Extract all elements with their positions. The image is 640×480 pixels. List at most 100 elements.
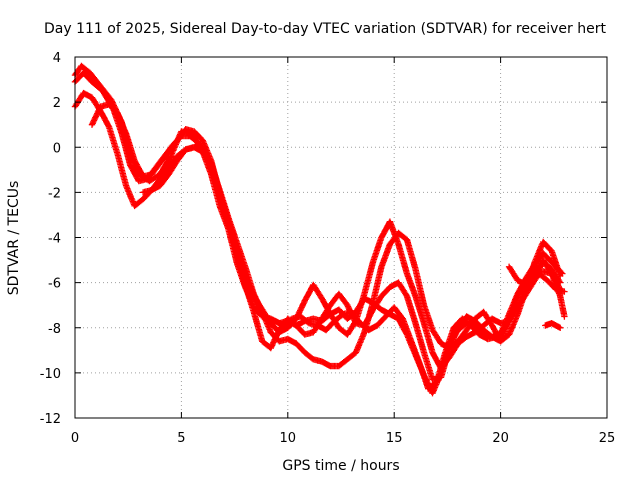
data-point — [269, 331, 272, 334]
data-point — [99, 105, 102, 108]
data-point — [550, 272, 553, 275]
data-point — [287, 326, 289, 329]
data-point — [169, 155, 172, 158]
data-point — [550, 250, 553, 252]
data-point — [312, 284, 315, 286]
data-point — [397, 317, 400, 320]
x-axis-label: GPS time / hours — [282, 458, 399, 474]
data-point — [563, 290, 566, 293]
data-point — [218, 191, 221, 194]
data-point — [487, 338, 489, 340]
data-point — [142, 175, 144, 178]
data-point — [499, 322, 502, 325]
data-point — [482, 324, 485, 327]
data-point — [448, 347, 451, 349]
data-point — [116, 153, 119, 155]
data-point — [372, 308, 374, 311]
x-tick-label: 15 — [386, 431, 403, 446]
data-point — [295, 324, 298, 327]
data-point — [338, 326, 340, 329]
data-point — [342, 313, 344, 316]
data-point — [355, 322, 357, 325]
data-point — [533, 261, 536, 264]
y-tick-labels: -12 -10 -8 -6 -4 -2 0 2 4 — [40, 51, 61, 427]
data-point — [397, 243, 400, 246]
data-point — [346, 358, 349, 361]
data-point — [465, 335, 468, 338]
data-point — [278, 340, 281, 343]
series-markers — [71, 62, 566, 397]
data-point — [525, 284, 527, 286]
data-point — [125, 184, 127, 187]
data-point — [150, 173, 153, 176]
y-tick-label: -2 — [48, 186, 61, 201]
data-point — [304, 333, 306, 336]
data-point — [516, 313, 519, 316]
data-point — [274, 320, 276, 322]
data-point — [159, 184, 161, 187]
data-point — [363, 331, 366, 334]
data-point — [389, 286, 391, 288]
data-point — [491, 317, 493, 320]
data-point — [312, 331, 315, 334]
data-point — [414, 295, 417, 297]
data-point — [559, 275, 561, 277]
data-point — [312, 317, 315, 320]
data-point — [414, 268, 417, 270]
data-point — [393, 306, 396, 309]
x-tick-labels: 0 5 10 15 20 25 — [71, 431, 615, 446]
data-point — [197, 141, 200, 144]
grid — [75, 57, 607, 418]
y-tick-label: -4 — [48, 232, 61, 247]
data-point — [563, 315, 566, 318]
data-point — [508, 333, 510, 336]
data-point — [431, 329, 434, 331]
series-track-2 — [71, 69, 568, 392]
x-tick-label: 20 — [492, 431, 509, 446]
data-point — [550, 322, 553, 325]
data-point — [321, 317, 323, 320]
data-point — [508, 266, 510, 268]
data-point — [457, 326, 459, 329]
data-point — [427, 387, 430, 390]
data-point — [346, 333, 349, 336]
data-point — [116, 112, 119, 115]
data-point — [533, 272, 536, 275]
data-point — [338, 293, 340, 295]
series-markers — [71, 69, 568, 392]
series-track-6 — [505, 256, 568, 320]
data-point — [150, 189, 153, 191]
series-track-7 — [542, 320, 564, 331]
data-point — [121, 132, 123, 135]
data-point — [159, 178, 161, 180]
data-point — [406, 272, 408, 275]
data-point — [559, 295, 561, 297]
data-point — [478, 333, 481, 336]
data-point — [201, 139, 204, 142]
x-tick-label: 10 — [280, 431, 297, 446]
data-point — [525, 288, 527, 291]
data-point — [261, 340, 264, 343]
data-point — [325, 329, 327, 331]
data-point — [363, 293, 366, 295]
data-point — [287, 317, 289, 320]
data-point — [129, 164, 132, 167]
data-point — [133, 205, 136, 207]
data-point — [431, 378, 434, 381]
data-point — [133, 159, 136, 162]
data-point — [295, 317, 298, 320]
data-point — [252, 295, 255, 297]
data-point — [227, 223, 230, 225]
data-point — [380, 295, 383, 297]
data-point — [397, 281, 400, 284]
data-point — [108, 103, 110, 106]
data-point — [89, 71, 91, 74]
data-point — [474, 320, 476, 322]
data-point — [201, 148, 204, 151]
data-point — [261, 308, 264, 311]
data-point — [338, 365, 340, 367]
tick-layer — [74, 56, 608, 419]
data-point — [167, 173, 170, 176]
data-point — [176, 139, 178, 142]
data-point — [138, 180, 140, 182]
